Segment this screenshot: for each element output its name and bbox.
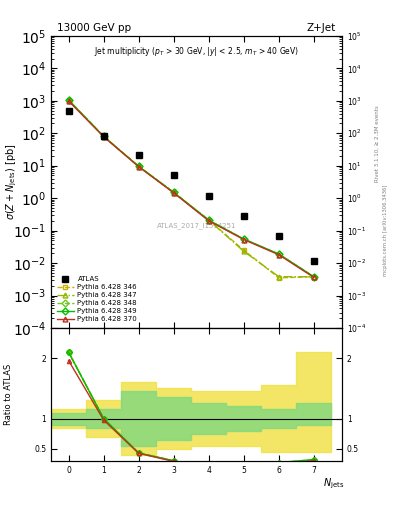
Pythia 6.428 348 xyxy=(136,163,141,169)
Pythia 6.428 370 xyxy=(101,134,106,140)
Pythia 6.428 347 xyxy=(206,217,211,223)
Text: Jet multiplicity ($p_T$ > 30 GeV, $|y|$ < 2.5, $m_T$ > 40 GeV): Jet multiplicity ($p_T$ > 30 GeV, $|y|$ … xyxy=(94,45,299,58)
Pythia 6.428 348 xyxy=(206,217,211,223)
Legend: ATLAS, Pythia 6.428 346, Pythia 6.428 347, Pythia 6.428 348, Pythia 6.428 349, P: ATLAS, Pythia 6.428 346, Pythia 6.428 34… xyxy=(55,274,139,325)
Pythia 6.428 346 xyxy=(277,275,281,281)
Pythia 6.428 348 xyxy=(241,236,246,242)
ATLAS xyxy=(312,258,316,264)
ATLAS xyxy=(277,232,281,239)
ATLAS xyxy=(66,108,71,114)
Pythia 6.428 349 xyxy=(101,133,106,139)
Pythia 6.428 349 xyxy=(312,273,316,280)
Line: ATLAS: ATLAS xyxy=(66,108,317,263)
Text: ATLAS_2017_I1514251: ATLAS_2017_I1514251 xyxy=(157,222,236,229)
Pythia 6.428 349 xyxy=(277,251,281,257)
Pythia 6.428 349 xyxy=(206,217,211,223)
Pythia 6.428 348 xyxy=(66,97,71,103)
Pythia 6.428 346 xyxy=(136,163,141,169)
Text: mcplots.cern.ch [arXiv:1306.3436]: mcplots.cern.ch [arXiv:1306.3436] xyxy=(383,185,387,276)
ATLAS xyxy=(136,152,141,158)
Pythia 6.428 370 xyxy=(241,237,246,243)
Pythia 6.428 347 xyxy=(312,273,316,280)
Y-axis label: $\sigma(Z + N_\mathrm{jets})$ [pb]: $\sigma(Z + N_\mathrm{jets})$ [pb] xyxy=(5,143,19,220)
Text: Rivet 3.1.10, ≥ 2.3M events: Rivet 3.1.10, ≥ 2.3M events xyxy=(375,105,380,182)
Pythia 6.428 347 xyxy=(136,163,141,169)
Pythia 6.428 348 xyxy=(312,273,316,280)
Pythia 6.428 347 xyxy=(66,97,71,103)
Pythia 6.428 346 xyxy=(206,217,211,223)
Pythia 6.428 349 xyxy=(66,97,71,103)
Pythia 6.428 370 xyxy=(171,190,176,196)
X-axis label: $N_\mathrm{jets}$: $N_\mathrm{jets}$ xyxy=(323,477,344,491)
Pythia 6.428 346 xyxy=(241,247,246,253)
Pythia 6.428 348 xyxy=(101,133,106,139)
Pythia 6.428 347 xyxy=(101,133,106,139)
Pythia 6.428 347 xyxy=(277,273,281,280)
ATLAS xyxy=(206,193,211,199)
ATLAS xyxy=(101,133,106,139)
Pythia 6.428 370 xyxy=(312,274,316,281)
Pythia 6.428 349 xyxy=(241,236,246,242)
Pythia 6.428 346 xyxy=(101,133,106,139)
Line: Pythia 6.428 349: Pythia 6.428 349 xyxy=(66,98,316,279)
Pythia 6.428 370 xyxy=(277,252,281,258)
Pythia 6.428 370 xyxy=(136,164,141,170)
Pythia 6.428 346 xyxy=(171,189,176,196)
Pythia 6.428 346 xyxy=(66,97,71,103)
Pythia 6.428 348 xyxy=(171,189,176,196)
Pythia 6.428 370 xyxy=(206,218,211,224)
Pythia 6.428 370 xyxy=(66,98,71,104)
Pythia 6.428 349 xyxy=(171,189,176,196)
ATLAS xyxy=(171,173,176,179)
Line: Pythia 6.428 348: Pythia 6.428 348 xyxy=(66,98,316,279)
Pythia 6.428 347 xyxy=(171,189,176,196)
Text: Z+Jet: Z+Jet xyxy=(307,23,336,33)
Y-axis label: Ratio to ATLAS: Ratio to ATLAS xyxy=(4,364,13,425)
Pythia 6.428 349 xyxy=(136,163,141,169)
Line: Pythia 6.428 370: Pythia 6.428 370 xyxy=(66,99,316,280)
Pythia 6.428 347 xyxy=(241,248,246,254)
Line: Pythia 6.428 347: Pythia 6.428 347 xyxy=(66,98,316,279)
Pythia 6.428 346 xyxy=(312,273,316,280)
Pythia 6.428 348 xyxy=(277,251,281,257)
Text: 13000 GeV pp: 13000 GeV pp xyxy=(57,23,131,33)
ATLAS xyxy=(241,213,246,219)
Line: Pythia 6.428 346: Pythia 6.428 346 xyxy=(66,98,316,280)
